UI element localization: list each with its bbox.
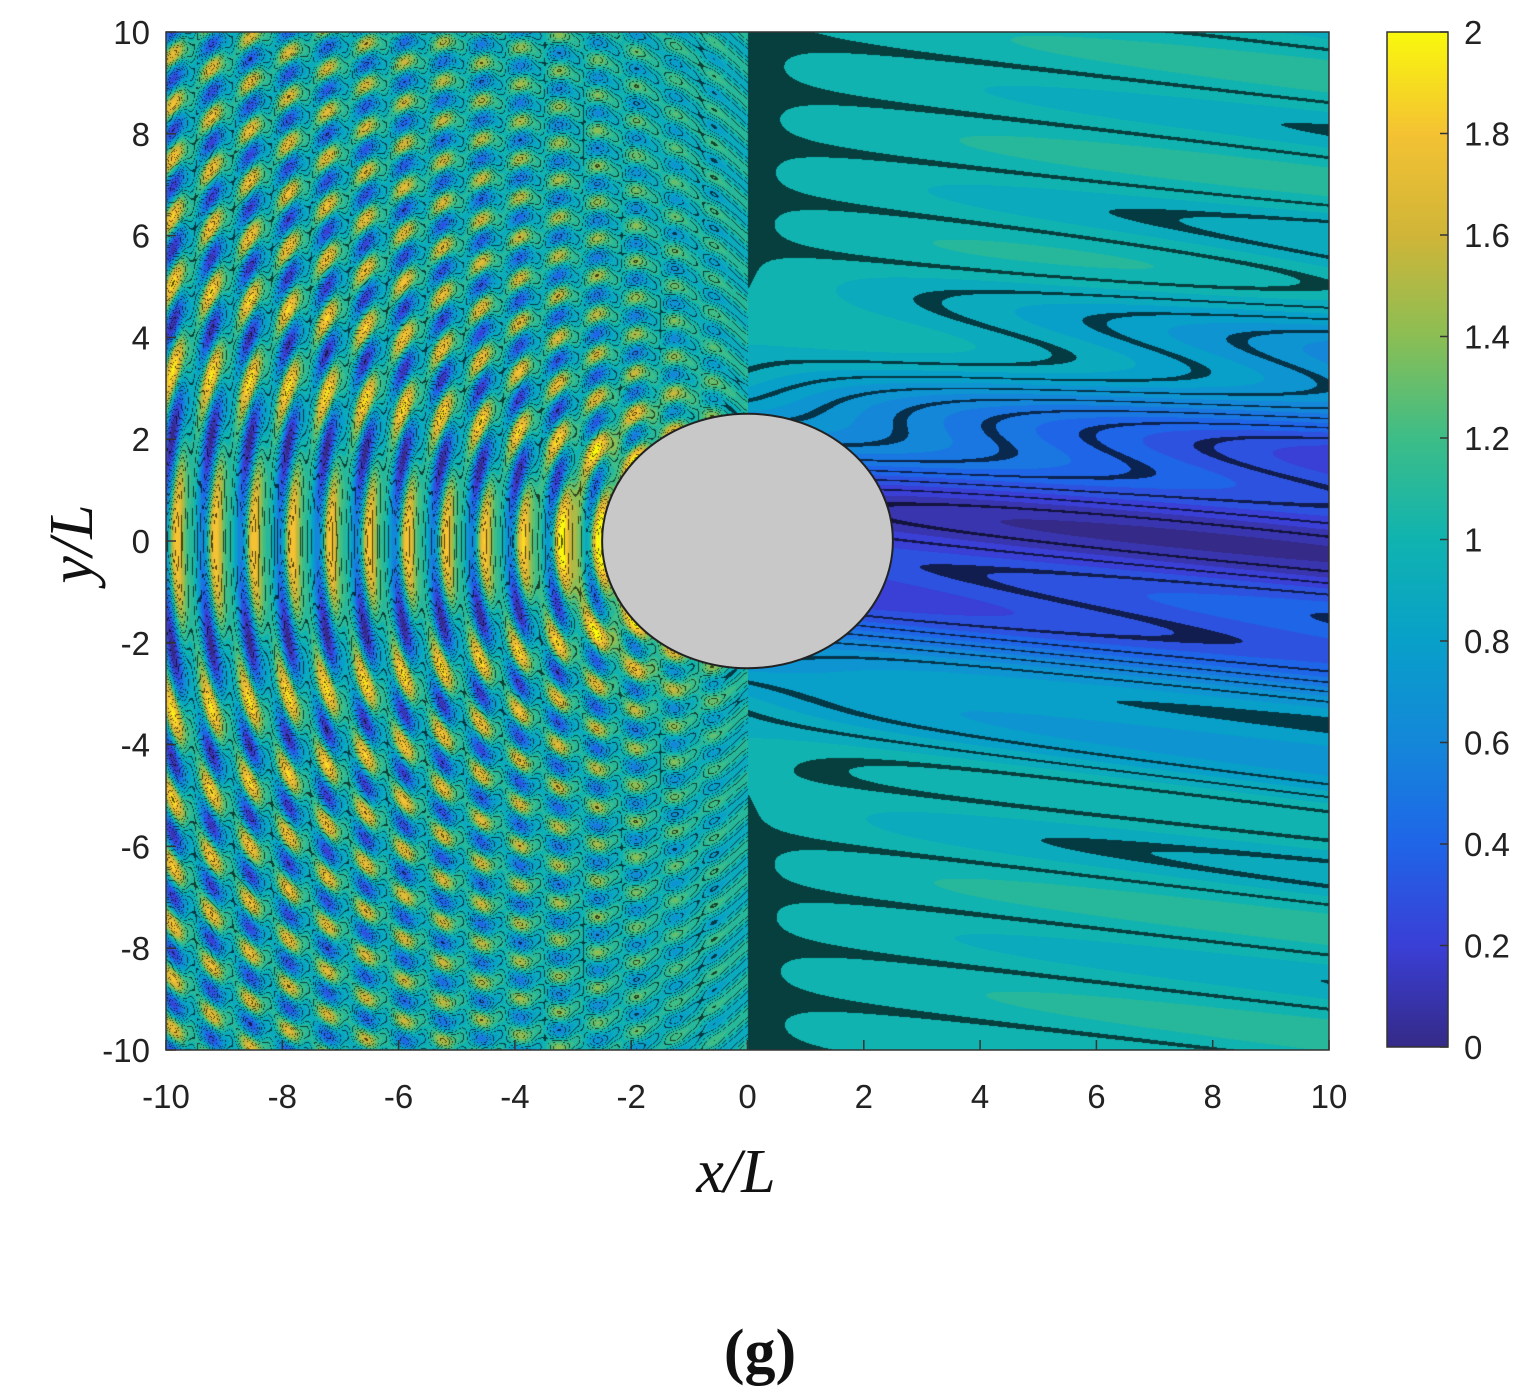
x-tick-label: 10 <box>1311 1078 1348 1115</box>
colorbar-tick-label: 2 <box>1464 14 1482 51</box>
figure-caption: (g) <box>724 1318 796 1386</box>
y-tick-label: 8 <box>132 116 150 153</box>
colorbar-tick-label: 0.8 <box>1464 623 1510 660</box>
colorbar-tick-label: 1 <box>1464 522 1482 559</box>
y-axis-ticks: 10 8 6 4 2 0 -2 -4 -6 -8 -10 <box>102 14 176 1069</box>
y-tick-label: 4 <box>132 319 150 356</box>
colorbar-tick-label: 1.8 <box>1464 116 1510 153</box>
x-tick-label: -6 <box>384 1078 413 1115</box>
colorbar-tick-label: 1.4 <box>1464 319 1510 356</box>
x-tick-label: 2 <box>855 1078 873 1115</box>
x-tick-label: 0 <box>738 1078 756 1115</box>
x-axis-ticks: -10 -8 -6 -4 -2 0 2 4 6 8 10 <box>142 1040 1347 1115</box>
colorbar-tick-label: 1.6 <box>1464 217 1510 254</box>
y-tick-label: 6 <box>132 218 150 255</box>
colorbar-gradient <box>1386 31 1449 1048</box>
y-tick-label: -4 <box>121 727 150 764</box>
x-tick-label: 6 <box>1087 1078 1105 1115</box>
y-tick-label: -10 <box>102 1032 150 1069</box>
x-tick-label: -8 <box>268 1078 297 1115</box>
colorbar-tick-label: 1.2 <box>1464 420 1510 457</box>
y-tick-label: -6 <box>121 828 150 865</box>
colorbar-tick-label: 0.4 <box>1464 826 1510 863</box>
colorbar: 2 1.8 1.6 1.4 1.2 1 0.8 0.6 0.4 0.2 0 <box>1386 14 1510 1066</box>
x-tick-label: 8 <box>1204 1078 1222 1115</box>
obstacle-ellipse <box>601 412 894 670</box>
colorbar-tick-label: 0 <box>1464 1029 1482 1066</box>
x-tick-label: 4 <box>971 1078 989 1115</box>
y-axis-label: y/L <box>38 504 106 589</box>
y-tick-label: 0 <box>132 523 150 560</box>
x-tick-label: -10 <box>142 1078 190 1115</box>
x-tick-label: -4 <box>500 1078 529 1115</box>
y-tick-label: 10 <box>113 14 150 51</box>
y-tick-label: -2 <box>121 625 150 662</box>
obstacle-layer <box>601 412 894 670</box>
y-tick-label: -8 <box>121 930 150 967</box>
y-tick-label: 2 <box>132 421 150 458</box>
colorbar-tick-label: 0.2 <box>1464 928 1510 965</box>
x-axis-label: x/L <box>695 1138 775 1206</box>
colorbar-tick-label: 0.6 <box>1464 725 1510 762</box>
x-tick-label: -2 <box>617 1078 646 1115</box>
